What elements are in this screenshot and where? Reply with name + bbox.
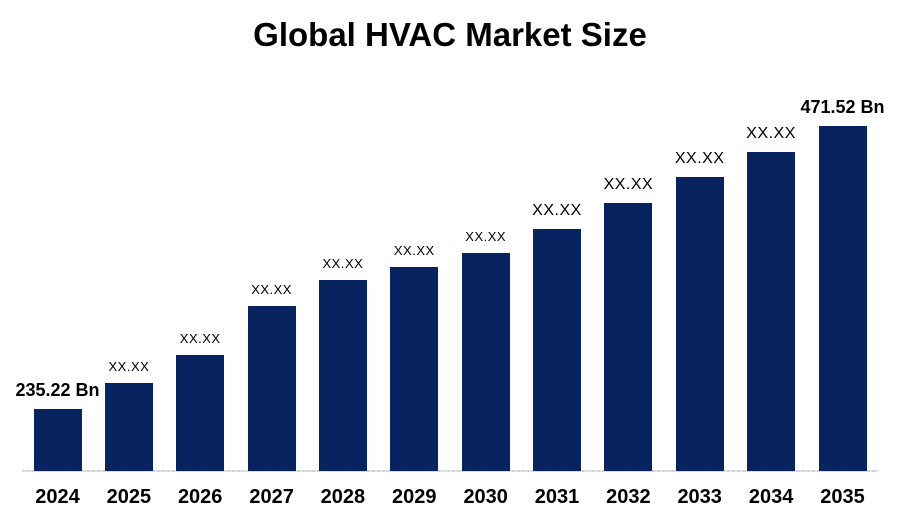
x-axis-label-2028: 2028 [320, 486, 366, 508]
bar-2029 [390, 267, 439, 471]
x-axis-label-2029: 2029 [392, 486, 437, 508]
bar-2024 [33, 409, 82, 471]
bar-value-label-2031: XX.XX [532, 202, 582, 220]
bar-value-label-2034: XX.XX [746, 125, 796, 143]
bar-2026 [176, 355, 225, 471]
bar-value-label-2024: 235.22 Bn [15, 380, 100, 401]
bar-2025 [104, 383, 153, 471]
bar-value-label-2026: XX.XX [179, 331, 221, 347]
bar-2035 [818, 126, 867, 471]
x-axis-label-2026: 2026 [177, 486, 223, 508]
bar-value-label-2027: XX.XX [251, 282, 292, 298]
bar-value-label-2028: XX.XX [322, 256, 364, 272]
bar-2027 [247, 306, 296, 471]
bar-2032 [604, 203, 653, 471]
bar-value-label-2030: XX.XX [465, 229, 507, 245]
x-axis-label-2024: 2024 [35, 486, 80, 508]
x-axis-label-2032: 2032 [606, 486, 651, 508]
x-axis-label-2027: 2027 [249, 486, 294, 508]
chart-title: Global HVAC Market Size [253, 16, 647, 53]
x-axis-label-2034: 2034 [748, 486, 794, 508]
bar-2028 [318, 280, 367, 471]
bar-value-label-2035: 471.52 Bn [800, 97, 885, 118]
bar-value-label-2025: XX.XX [108, 359, 150, 375]
x-axis-label-2031: 2031 [534, 486, 580, 508]
bar-2034 [747, 152, 796, 471]
x-axis-label-2025: 2025 [106, 486, 152, 508]
x-axis-label-2035: 2035 [820, 486, 865, 508]
bar-value-label-2032: XX.XX [603, 176, 654, 194]
bar-2033 [675, 177, 724, 471]
x-axis-label-2030: 2030 [463, 486, 508, 508]
bar-2030 [461, 253, 510, 471]
bar-value-label-2029: XX.XX [393, 243, 435, 259]
x-axis-label-2033: 2033 [677, 486, 722, 508]
bar-value-label-2033: XX.XX [674, 150, 725, 168]
bar-2031 [533, 229, 581, 471]
x-axis-line [22, 470, 878, 472]
